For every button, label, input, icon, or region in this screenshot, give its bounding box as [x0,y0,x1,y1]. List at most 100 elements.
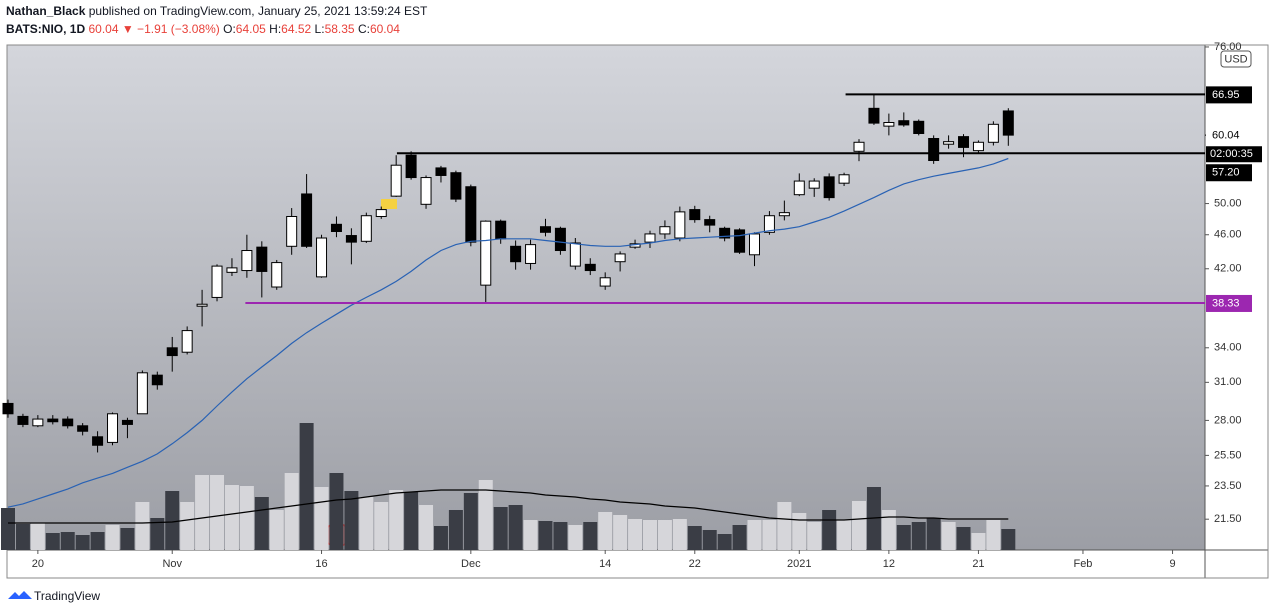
candle-body [704,219,716,226]
level-label-box [1206,294,1252,312]
currency-box[interactable] [1220,50,1252,68]
candle-body [345,235,357,243]
volume-bar [941,522,956,550]
volume-bar [359,497,374,550]
candle-body [301,193,313,247]
volume-bar [747,520,762,550]
candle-body [943,141,955,145]
y-tick-label: 42.00 [1214,263,1242,275]
candle-body [465,186,477,243]
y-tick-label: 50.00 [1214,197,1242,209]
candle-body [972,141,984,152]
candle-body [734,229,746,253]
y-tick-label: 31.00 [1214,376,1242,388]
volume-bar [448,510,463,550]
candle-body [689,209,701,221]
volume-bar [792,513,807,550]
volume-bar [523,520,538,550]
volume-bar [1,508,15,550]
candle-body [166,347,178,357]
y-tick-label: 28.00 [1214,414,1242,426]
candle-body [2,402,14,415]
level-label-box [1206,164,1252,182]
frame [6,44,1269,579]
candle-body [584,263,596,272]
volume-bar [717,534,732,550]
volume-bar [404,492,419,550]
c-label: C: [357,22,370,36]
volume-bar [90,532,105,550]
candle-body [32,418,44,427]
x-tick-label: 14 [599,558,611,570]
candle-body [868,107,880,124]
candle-body [77,425,89,432]
volume-bar [881,510,896,550]
volume-bar [150,518,165,550]
candle-body [480,220,492,286]
x-tick-label: Feb [1073,558,1092,570]
volume-bar [642,520,657,550]
volume-bar [657,520,672,550]
countdown-label: 02:00:35 [1210,148,1253,160]
volume-bar [344,491,359,550]
level-label: 38.33 [1212,297,1240,309]
volume-bar [896,525,911,550]
volume-bar [329,473,344,550]
level-label: 66.95 [1212,89,1240,101]
candle-body [375,209,387,217]
volume-ma-line [8,489,1009,524]
candle-body [196,303,208,307]
candle-body [121,419,133,425]
candle-body [420,177,432,205]
o-value: 64.05 [235,22,266,36]
candle-body [808,180,820,189]
volume-bar [105,525,120,550]
candle-body [360,215,372,242]
candle-body [181,330,193,353]
volume-bar [598,512,613,550]
symbol: BATS:NIO, 1D [6,22,86,36]
candle-body [913,120,925,135]
candle-body [450,172,462,200]
volume-bar [702,530,717,550]
volume-bar [852,501,867,550]
volume-bar [254,497,269,550]
volume-bar [239,486,254,550]
y-tick-label: 34.00 [1214,342,1242,354]
candle-body [644,233,656,243]
volume-bar [30,523,45,550]
volume-bar [419,505,434,550]
h-value: 64.52 [281,22,312,36]
candle-body [286,215,298,247]
volume-bar [195,475,210,550]
candle-body [883,122,895,127]
candle-body [405,154,417,179]
volume-bar [508,505,523,550]
level-label-box [1206,86,1252,104]
y-tick-label: 21.50 [1214,513,1242,525]
volume-bar [986,520,1001,550]
candle-body [211,265,223,298]
volume-bar [269,510,284,550]
header-line-1: Nathan_Black published on TradingView.co… [6,4,427,18]
candle-body [659,226,671,235]
volume-bar [538,521,553,550]
level-label: 57.20 [1212,167,1240,179]
x-tick-label: 16 [315,558,327,570]
volume-bar [210,475,225,550]
volume-bar [628,519,643,550]
currency-label: USD [1224,53,1247,65]
candle-body [151,374,163,386]
candle-body [510,245,522,263]
volume-bar [926,518,941,550]
candle-body [987,123,999,143]
moving-average-line [7,157,1009,508]
x-tick-label: 22 [689,558,701,570]
candle-body [330,223,342,233]
last-price-box [1206,127,1252,145]
volume-bar [568,525,583,550]
countdown-box [1206,146,1262,163]
volume-bar [75,535,90,550]
footer-brand: TradingView [34,589,101,603]
